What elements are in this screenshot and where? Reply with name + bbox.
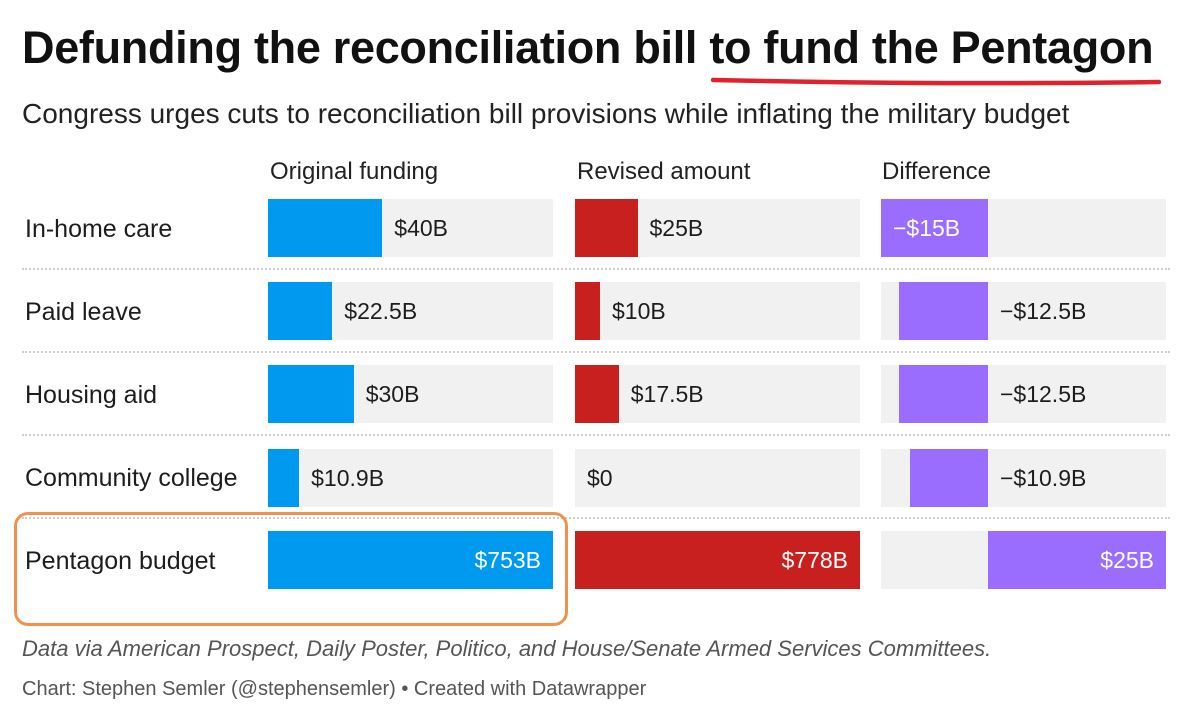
original-bar-housing-aid <box>268 365 354 423</box>
revised-value-community-college: $0 <box>587 464 613 491</box>
difference-bar-in-home-care <box>881 199 988 257</box>
difference-cell-housing-aid: −$12.5B <box>881 365 1166 423</box>
difference-value-community-college: −$10.9B <box>1000 464 1087 491</box>
original-bar-pentagon-budget <box>268 531 553 589</box>
difference-cell-pentagon-budget: $25B <box>881 531 1166 589</box>
pentagon-highlight-box <box>14 512 568 626</box>
original-cell-community-college: $10.9B <box>268 449 553 507</box>
revised-value-pentagon-budget: $778B <box>781 546 848 573</box>
row-separator-3 <box>22 434 1170 436</box>
revised-cell-in-home-care: $25B <box>575 199 860 257</box>
difference-value-pentagon-budget: $25B <box>1100 546 1154 573</box>
difference-cell-in-home-care: −$15B <box>881 199 1166 257</box>
column-header-revised: Revised amount <box>577 158 751 185</box>
revised-cell-housing-aid: $17.5B <box>575 365 860 423</box>
original-bar-in-home-care <box>268 199 383 257</box>
difference-bar-paid-leave <box>899 282 988 340</box>
revised-bar-pentagon-budget <box>575 531 860 589</box>
original-bar-paid-leave <box>268 282 333 340</box>
chart-title-part1: Defunding the reconciliation bill <box>22 22 710 73</box>
revised-value-in-home-care: $25B <box>649 214 704 241</box>
source-note: Data via American Prospect, Daily Poster… <box>22 636 992 661</box>
column-header-difference: Difference <box>882 158 991 185</box>
original-value-housing-aid: $30B <box>365 380 420 407</box>
revised-bar-housing-aid <box>575 365 619 423</box>
original-cell-pentagon-budget: $753B <box>268 531 553 589</box>
difference-value-paid-leave: −$12.5B <box>1000 297 1087 324</box>
original-cell-housing-aid: $30B <box>268 365 553 423</box>
difference-value-housing-aid: −$12.5B <box>1000 380 1087 407</box>
title-underline <box>711 77 1162 86</box>
revised-cell-community-college: $0 <box>575 449 860 507</box>
difference-cell-community-college: −$10.9B <box>881 449 1166 507</box>
chart-title-highlight: to fund the Pentagon <box>709 22 1162 86</box>
difference-bar-pentagon-budget <box>988 531 1166 589</box>
chart-title: Defunding the reconciliation bill to fun… <box>22 22 1162 86</box>
revised-value-housing-aid: $17.5B <box>630 380 704 407</box>
row-separator-4 <box>22 517 1170 519</box>
difference-bar-community-college <box>910 449 988 507</box>
original-value-paid-leave: $22.5B <box>344 297 418 324</box>
chart-subtitle: Congress urges cuts to reconciliation bi… <box>22 98 1070 129</box>
revised-cell-paid-leave: $10B <box>575 282 860 340</box>
row-label-paid-leave: Paid leave <box>25 298 142 326</box>
original-value-community-college: $10.9B <box>311 464 385 491</box>
original-cell-in-home-care: $40B <box>268 199 553 257</box>
row-label-community-college: Community college <box>25 464 238 492</box>
revised-cell-pentagon-budget: $778B <box>575 531 860 589</box>
chart-credit: Chart: Stephen Semler (@stephensemler) •… <box>22 678 647 700</box>
revised-value-paid-leave: $10B <box>612 297 666 324</box>
row-label-in-home-care: In-home care <box>25 215 173 243</box>
revised-bar-in-home-care <box>575 199 638 257</box>
original-cell-paid-leave: $22.5B <box>268 282 553 340</box>
difference-bar-housing-aid <box>899 365 988 423</box>
difference-value-in-home-care: −$15B <box>893 214 961 241</box>
row-separator-2 <box>22 351 1170 353</box>
column-header-original: Original funding <box>270 158 439 185</box>
row-label-housing-aid: Housing aid <box>25 381 158 409</box>
original-value-in-home-care: $40B <box>394 214 448 241</box>
row-label-pentagon-budget: Pentagon budget <box>25 547 216 575</box>
original-bar-community-college <box>268 449 300 507</box>
original-value-pentagon-budget: $753B <box>474 546 541 573</box>
row-separator-1 <box>22 268 1170 270</box>
chart-title-part2: to fund the Pentagon <box>709 22 1154 73</box>
revised-bar-paid-leave <box>575 282 600 340</box>
difference-cell-paid-leave: −$12.5B <box>881 282 1166 340</box>
